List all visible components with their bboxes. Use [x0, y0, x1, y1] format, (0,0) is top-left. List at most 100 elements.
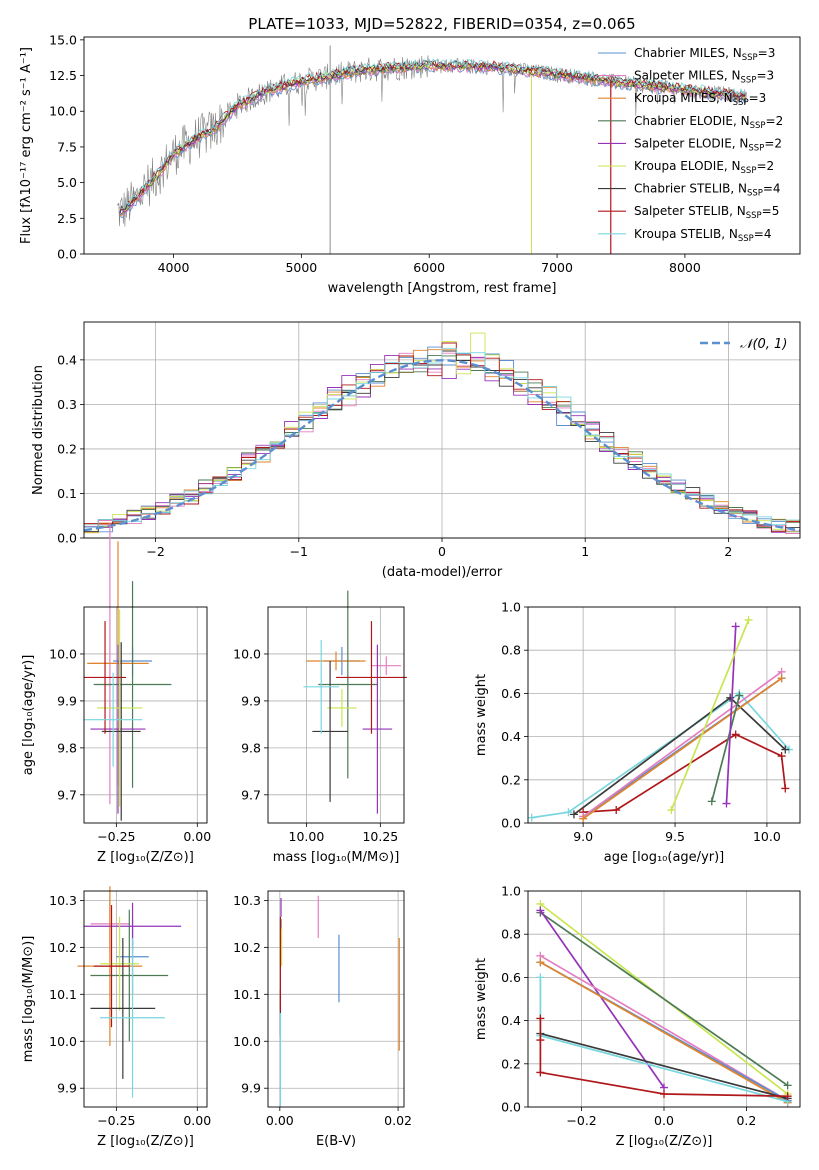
- plot-area-residuals: [84, 332, 800, 534]
- plot-area-weight_vs_age: [527, 615, 793, 823]
- y-axis-label: Normed distribution: [31, 365, 46, 495]
- series-point-kroupa_miles: [536, 958, 545, 967]
- xtick-label: 0.0: [654, 1113, 674, 1128]
- series-point-kroupa_stelib: [527, 813, 536, 822]
- legend-label-salpeter_stelib: Salpeter STELIB, NSSP=5: [634, 204, 779, 221]
- ytick-label: 0.8: [501, 927, 521, 942]
- plot-area-weight_vs_Z: [536, 899, 792, 1107]
- series-point-chabrier_elodie: [707, 797, 716, 806]
- xtick-label: 10.0: [753, 829, 781, 844]
- xtick-label: 0.00: [183, 829, 211, 844]
- ytick-label: 10.3: [233, 893, 261, 908]
- y-axis-label: mass weight: [474, 958, 489, 1040]
- plot-area-mass_vs_ebv: [279, 895, 400, 1107]
- xtick-label: 7000: [541, 260, 573, 275]
- series-point-kroupa_elodie: [744, 615, 753, 624]
- plot-area-spectrum: [116, 45, 747, 254]
- y-axis-label: age [log₁₀(age/yr)]: [21, 655, 36, 776]
- y-axis-label: mass weight: [474, 674, 489, 756]
- plot-area-age_vs_Z: [84, 522, 172, 821]
- plot-area-age_vs_mass: [303, 590, 407, 814]
- legend-label-gauss: 𝒩(0, 1): [740, 337, 787, 352]
- ytick-label: 5.0: [57, 175, 77, 190]
- xtick-label: 6000: [413, 260, 445, 275]
- y-axis-label: Flux [fλ10⁻¹⁷ erg cm⁻² s⁻¹ A⁻¹]: [19, 47, 34, 244]
- xtick-label: 0.00: [266, 1113, 294, 1128]
- ytick-label: 9.8: [57, 740, 77, 755]
- ytick-label: 10.1: [49, 987, 77, 1002]
- ytick-label: 9.9: [241, 693, 261, 708]
- xtick-label: 2: [724, 544, 732, 559]
- series-point-kroupa_elodie: [667, 806, 676, 815]
- ytick-label: 0.3: [57, 397, 77, 412]
- xtick-label: 4000: [158, 260, 190, 275]
- panel-residuals: −2 −1 0 1 2 0.0 0.1 0.2 0.3 0.4 (data-model)/error…: [31, 321, 801, 580]
- series-point-kroupa_stelib: [536, 973, 545, 982]
- ytick-label: 1.0: [501, 884, 521, 899]
- ytick-label: 10.0: [49, 1034, 77, 1049]
- axes-frame: [83, 321, 801, 539]
- legend-label-chabrier_stelib: Chabrier STELIB, NSSP=4: [634, 182, 781, 199]
- series-point-kroupa_stelib: [564, 808, 573, 817]
- xtick-label: 0: [438, 544, 446, 559]
- ytick-label: 0.4: [501, 1013, 521, 1028]
- ytick-label: 0.1: [57, 486, 77, 501]
- ytick-label: 9.7: [241, 787, 261, 802]
- xtick-label: −0.2: [566, 1113, 596, 1128]
- ytick-label: 9.9: [57, 1081, 77, 1096]
- series-line-kroupa_stelib: [531, 692, 790, 819]
- series-point-salpeter_elodie: [722, 799, 731, 808]
- series-point-chabrier_stelib: [569, 810, 578, 819]
- xtick-label: 0.00: [183, 1113, 211, 1128]
- ytick-label: 10.2: [49, 940, 77, 955]
- xtick-label: −1: [290, 544, 308, 559]
- xtick-label: −0.25: [97, 1113, 135, 1128]
- series-line-kroupa_miles: [582, 677, 783, 820]
- ytick-label: 7.5: [57, 139, 77, 154]
- xtick-label: 9.0: [573, 829, 593, 844]
- ytick-label: 10.0: [49, 646, 77, 661]
- ytick-label: 0.0: [501, 816, 521, 831]
- series-point-kroupa_miles: [777, 674, 786, 683]
- x-axis-label: (data-model)/error: [382, 565, 503, 580]
- series-point-chabrier_elodie: [783, 1081, 792, 1090]
- xtick-label: −2: [146, 544, 164, 559]
- series-point-salpeter_stelib: [731, 730, 740, 739]
- x-axis-label: wavelength [Angstrom, rest frame]: [328, 281, 557, 296]
- ytick-label: 1.0: [501, 600, 521, 615]
- ytick-label: 0.4: [57, 352, 77, 367]
- ytick-label: 2.5: [57, 211, 77, 226]
- series-line-kroupa_miles: [539, 961, 789, 1104]
- series-point-salpeter_stelib: [660, 1090, 668, 1099]
- series-point-salpeter_stelib: [612, 806, 621, 815]
- histogram-kroupa_stelib: [84, 347, 800, 534]
- ytick-label: 0.6: [501, 970, 521, 985]
- ytick-label: 9.8: [241, 740, 261, 755]
- series-point-salpeter_stelib: [781, 784, 790, 793]
- ytick-label: 10.1: [233, 987, 261, 1002]
- panel-weight_vs_Z: −0.2 0.0 0.2 0.0 0.2 0.4 0.6 0.8 1.0 Z [log₁₀(Z/Z…: [474, 884, 801, 1149]
- series-point-salpeter_stelib: [536, 1036, 545, 1045]
- axes-frame: [83, 890, 208, 1108]
- ytick-label: 0.2: [501, 1056, 521, 1071]
- axes-frame: [83, 606, 208, 824]
- ytick-label: 0.2: [57, 441, 77, 456]
- panel-mass_vs_ebv: 0.00 0.02 9.9 10.0 10.1 10.2 10.3 E(B-V): [233, 890, 412, 1149]
- x-axis-label: Z [log₁₀(Z/Z⊙)]: [616, 1134, 713, 1149]
- panel-weight_vs_age: 9.0 9.5 10.0 0.0 0.2 0.4 0.6 0.8 1.0 age [log₁₀(a…: [474, 600, 801, 865]
- legend-label-salpeter_elodie: Salpeter ELODIE, NSSP=2: [634, 136, 782, 153]
- chart-title: PLATE=1033, MJD=52822, FIBERID=0354, z=0…: [248, 15, 635, 33]
- xtick-label: 8000: [669, 260, 701, 275]
- series-line-salpeter_miles: [582, 671, 783, 818]
- xtick-label: −0.25: [97, 829, 135, 844]
- series-line-chabrier_elodie: [710, 695, 741, 802]
- x-axis-label: Z [log₁₀(Z/Z⊙)]: [97, 850, 194, 865]
- series-line-kroupa_elodie: [670, 619, 750, 811]
- model-line-kroupa_stelib: [119, 58, 747, 209]
- ytick-label: 0.8: [501, 643, 521, 658]
- series-point-kroupa_miles: [579, 814, 588, 823]
- ytick-label: 9.9: [241, 1081, 261, 1096]
- xtick-label: 9.5: [665, 829, 685, 844]
- ytick-label: 10.0: [233, 1034, 261, 1049]
